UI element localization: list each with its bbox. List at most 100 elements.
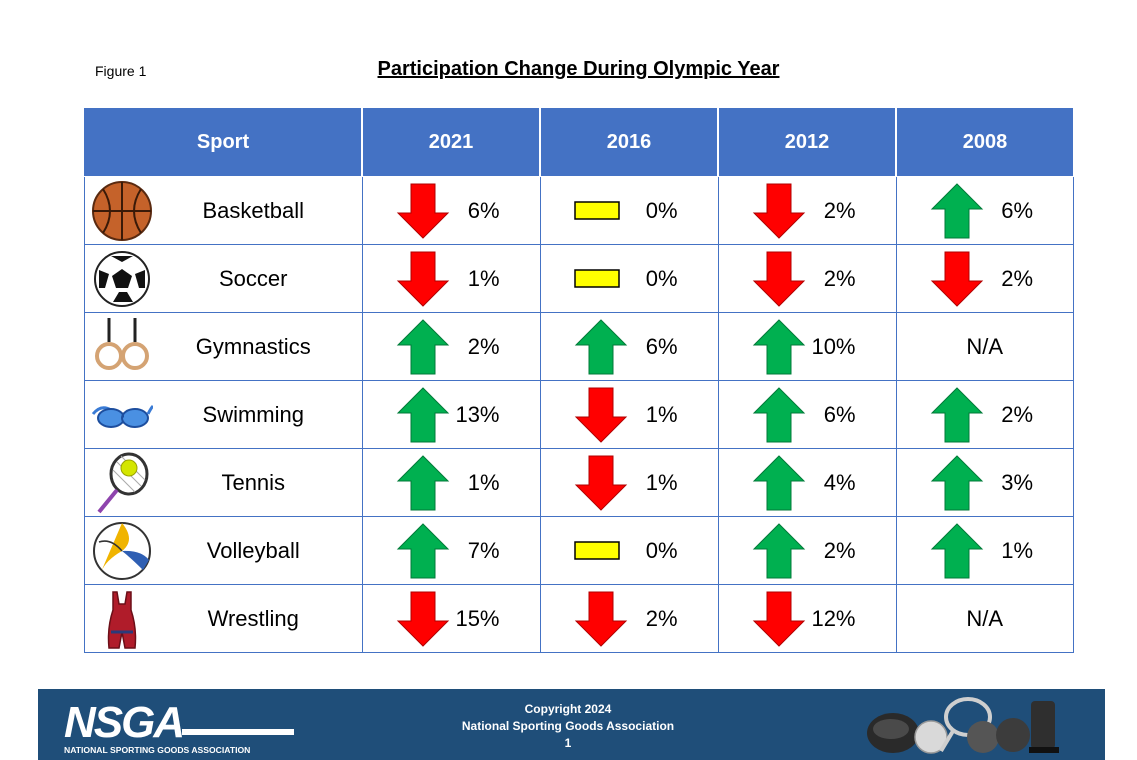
sport-name: Volleyball	[206, 538, 300, 563]
up-arrow-icon	[930, 387, 983, 443]
change-value: 6%	[467, 198, 500, 223]
page-title: Participation Change During Olympic Year	[377, 58, 780, 80]
no-change-bar-icon	[573, 541, 620, 560]
change-value: 0%	[645, 538, 678, 563]
change-cell: 0%	[539, 516, 719, 585]
change-value: 0%	[645, 198, 678, 223]
change-value: 3%	[1001, 470, 1033, 495]
up-arrow-icon	[396, 523, 449, 579]
change-cell: 4%	[717, 448, 897, 517]
up-arrow-icon	[574, 319, 627, 375]
change-cell: 0%	[539, 244, 719, 313]
change-value: 1%	[645, 470, 678, 495]
header-sport: Sport	[84, 107, 363, 177]
sport-cell: Soccer	[84, 244, 363, 313]
up-arrow-icon	[752, 455, 805, 511]
not-available-text: N/A	[966, 334, 1004, 359]
down-arrow-icon	[752, 591, 805, 647]
change-cell: N/A	[895, 584, 1074, 653]
not-available-text: N/A	[966, 606, 1004, 631]
change-cell: 6%	[539, 312, 719, 381]
header-2008: 2008	[895, 107, 1074, 177]
sport-name: Swimming	[202, 402, 304, 427]
change-value: 2%	[645, 606, 678, 631]
page-number: 1	[564, 736, 572, 750]
change-cell: 10%	[717, 312, 897, 381]
change-cell: 1%	[539, 380, 719, 449]
change-value: 2%	[823, 198, 856, 223]
change-value: 15%	[455, 606, 500, 631]
change-cell: 7%	[361, 516, 541, 585]
change-value: 1%	[1001, 538, 1033, 563]
table-row: Basketball 6% 0% 2% 6%	[84, 176, 1074, 245]
no-change-bar-icon	[573, 201, 620, 220]
org-name: National Sporting Goods Association	[461, 719, 675, 733]
change-cell: 2%	[361, 312, 541, 381]
change-value: 1%	[467, 266, 500, 291]
change-cell: 2%	[539, 584, 719, 653]
table-row: Swimming 13% 1% 6% 2%	[84, 380, 1074, 449]
change-value: 2%	[1001, 266, 1033, 291]
down-arrow-icon	[574, 591, 627, 647]
up-arrow-icon	[396, 387, 449, 443]
change-cell: 3%	[895, 448, 1074, 517]
change-cell: 2%	[895, 380, 1074, 449]
change-cell: 1%	[539, 448, 719, 517]
change-value: 2%	[467, 334, 500, 359]
change-value: 10%	[811, 334, 856, 359]
change-cell: 0%	[539, 176, 719, 245]
down-arrow-icon	[752, 183, 805, 239]
table-row: Soccer 1% 0% 2% 2%	[84, 244, 1074, 313]
participation-table: Sport 2021 2016 2012 2008 Basketball 6% 0%…	[84, 107, 1074, 653]
up-arrow-icon	[752, 523, 805, 579]
soccer-ball-icon	[94, 251, 150, 307]
change-value: 12%	[811, 606, 856, 631]
figure-label: Figure 1	[95, 63, 147, 79]
down-arrow-icon	[396, 251, 449, 307]
down-arrow-icon	[396, 183, 449, 239]
header-2012: 2012	[717, 107, 897, 177]
sport-name: Tennis	[221, 470, 286, 495]
sport-cell: Wrestling	[84, 584, 363, 653]
header-2021: 2021	[361, 107, 541, 177]
change-value: 6%	[645, 334, 678, 359]
change-cell: 2%	[717, 244, 897, 313]
up-arrow-icon	[396, 319, 449, 375]
up-arrow-icon	[752, 319, 805, 375]
change-value: 6%	[1001, 198, 1033, 223]
change-value: 1%	[467, 470, 500, 495]
change-value: 1%	[645, 402, 678, 427]
sport-name: Basketball	[202, 198, 304, 223]
tennis-racket-icon	[97, 452, 149, 514]
up-arrow-icon	[752, 387, 805, 443]
sport-name: Wrestling	[207, 606, 299, 631]
table-row: Wrestling 15% 2% 12% N/A	[84, 584, 1074, 653]
swim-goggles-icon	[91, 404, 153, 428]
sport-cell: Swimming	[84, 380, 363, 449]
change-cell: 2%	[717, 176, 897, 245]
down-arrow-icon	[574, 455, 627, 511]
footer-banner: NSGA NATIONAL SPORTING GOODS ASSOCIATION…	[38, 689, 1105, 760]
change-cell: 1%	[361, 244, 541, 313]
change-cell: 15%	[361, 584, 541, 653]
down-arrow-icon	[574, 387, 627, 443]
gymnastic-rings-icon	[95, 318, 149, 370]
table-header-row: Sport 2021 2016 2012 2008	[84, 107, 1074, 177]
change-cell: 1%	[361, 448, 541, 517]
wrestling-singlet-icon	[107, 591, 137, 649]
sport-cell: Volleyball	[84, 516, 363, 585]
sport-name: Gymnastics	[195, 334, 311, 359]
sport-cell: Basketball	[84, 176, 363, 245]
header-2016: 2016	[539, 107, 719, 177]
up-arrow-icon	[930, 455, 983, 511]
change-value: 2%	[823, 266, 856, 291]
up-arrow-icon	[396, 455, 449, 511]
logo-text: NSGA	[64, 699, 183, 747]
change-value: 2%	[1001, 402, 1033, 427]
change-value: 7%	[467, 538, 500, 563]
table-row: Tennis 1% 1% 4% 3%	[84, 448, 1074, 517]
change-cell: 6%	[895, 176, 1074, 245]
change-cell: 1%	[895, 516, 1074, 585]
sport-name: Soccer	[219, 266, 288, 291]
up-arrow-icon	[930, 183, 983, 239]
